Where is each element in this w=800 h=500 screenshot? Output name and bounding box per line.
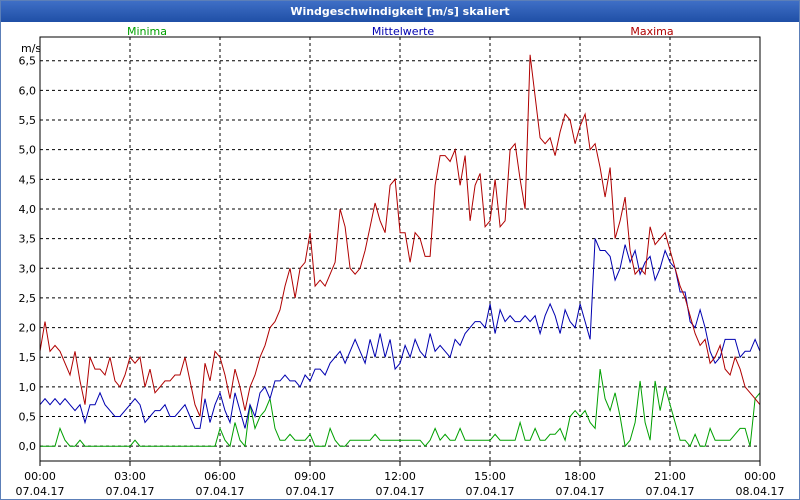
grid <box>40 37 760 461</box>
y-tick-label: 2,5 <box>19 292 37 305</box>
x-tick-time: 09:00 <box>294 470 326 483</box>
y-tick-label: 1,0 <box>19 381 37 394</box>
x-tick-date: 07.04.17 <box>376 485 425 498</box>
x-tick-date: 07.04.17 <box>556 485 605 498</box>
y-tick-label: 0,0 <box>19 440 37 453</box>
y-tick-label: 2,0 <box>19 322 37 335</box>
y-tick-label: 1,5 <box>19 351 37 364</box>
y-tick-label: 0,5 <box>19 411 37 424</box>
x-tick-time: 00:00 <box>24 470 56 483</box>
y-tick-label: 3,5 <box>19 233 37 246</box>
x-tick-time: 03:00 <box>114 470 146 483</box>
y-tick-label: 5,0 <box>19 144 37 157</box>
x-ticks: 00:00 07.04.17 03:00 07.04.17 06:00 07.04.17 0… <box>16 461 785 498</box>
x-tick-date: 07.04.17 <box>466 485 515 498</box>
x-tick-date: 07.04.17 <box>286 485 335 498</box>
x-tick-time: 21:00 <box>654 470 686 483</box>
chart-title: Windgeschwindigkeit [m/s] skaliert <box>1 1 799 22</box>
series-line-minima <box>40 369 761 448</box>
y-tick-label: 6,0 <box>19 84 37 97</box>
x-tick-date: 07.04.17 <box>646 485 695 498</box>
x-tick-date: 07.04.17 <box>106 485 155 498</box>
y-tick-label: 3,0 <box>19 262 37 275</box>
legend-mittelwerte: Mittelwerte <box>372 25 435 38</box>
x-tick-date: 08.04.17 <box>736 485 785 498</box>
x-tick-date: 07.04.17 <box>196 485 245 498</box>
y-tick-label: 6,5 <box>19 55 37 68</box>
y-axis-label: m/s <box>21 42 41 55</box>
x-tick-time: 15:00 <box>474 470 506 483</box>
y-ticks: 0,0 0,5 1,0 1,5 2,0 2,5 3,0 3,5 4,0 4,5 5,0 5,5 6,0 6… <box>19 55 37 453</box>
legend-maxima: Maxima <box>630 25 673 38</box>
y-tick-label: 5,5 <box>19 114 37 127</box>
x-tick-date: 07.04.17 <box>16 485 65 498</box>
x-tick-time: 06:00 <box>204 470 236 483</box>
y-tick-label: 4,0 <box>19 203 37 216</box>
legend-minima: Minima <box>127 25 167 38</box>
x-tick-time: 12:00 <box>384 470 416 483</box>
x-tick-time: 00:00 <box>744 470 776 483</box>
x-tick-time: 18:00 <box>564 470 596 483</box>
y-tick-label: 4,5 <box>19 173 37 186</box>
